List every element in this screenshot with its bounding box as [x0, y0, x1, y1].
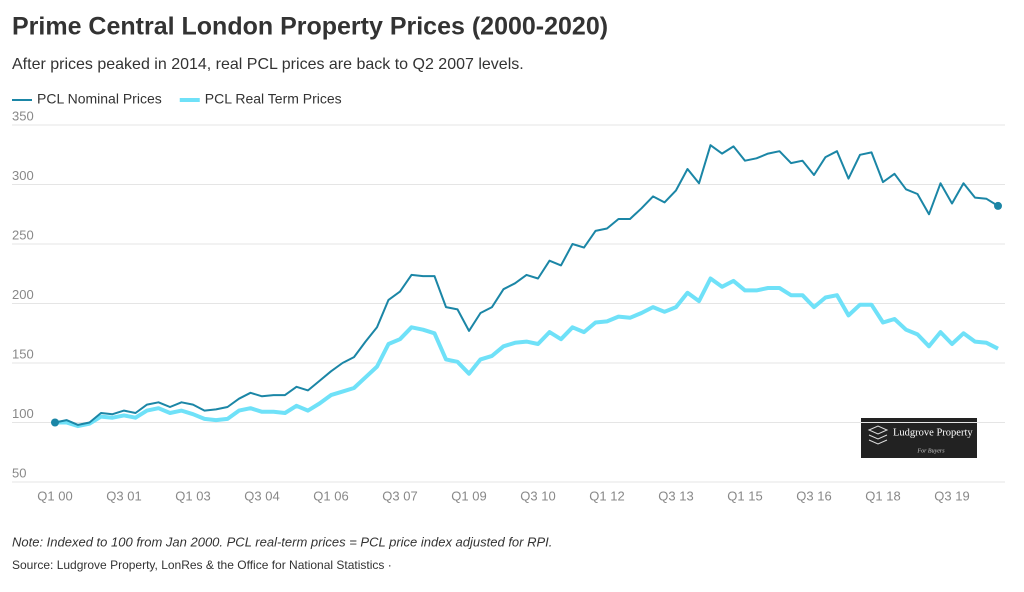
series-line: [55, 276, 999, 429]
end-dot: [994, 201, 1002, 210]
start-dot: [51, 418, 59, 427]
y-tick-label: 250: [12, 227, 34, 242]
x-tick-label: Q1 06: [313, 488, 348, 503]
x-tick-label: Q3 01: [106, 488, 141, 503]
x-tick-label: Q1 12: [589, 488, 624, 503]
y-tick-label: 100: [12, 406, 34, 421]
legend-label: PCL Real Term Prices: [205, 91, 342, 107]
x-tick-label: Q3 10: [520, 488, 555, 503]
x-tick-label: Q3 07: [382, 488, 417, 503]
x-tick-label: Q1 18: [865, 488, 900, 503]
note: Note: Indexed to 100 from Jan 2000. PCL …: [12, 534, 552, 549]
x-tick-label: Q3 13: [658, 488, 693, 503]
logo: Ludgrove Property For Buyers: [861, 418, 977, 458]
y-tick-label: 350: [12, 108, 34, 123]
x-tick-label: Q1 00: [37, 488, 72, 503]
x-tick-label: Q3 16: [796, 488, 831, 503]
chart-title: Prime Central London Property Prices (20…: [12, 13, 608, 41]
x-tick-label: Q3 04: [244, 488, 279, 503]
y-tick-label: 50: [12, 465, 26, 480]
y-tick-label: 200: [12, 287, 34, 302]
logo-tagline: For Buyers: [916, 448, 945, 454]
x-tick-label: Q1 15: [727, 488, 762, 503]
legend-label: PCL Nominal Prices: [37, 91, 162, 107]
y-tick-label: 300: [12, 168, 34, 183]
x-tick-label: Q3 19: [934, 488, 969, 503]
logo-icon: [867, 425, 889, 445]
subtitle: After prices peaked in 2014, real PCL pr…: [12, 56, 524, 73]
y-tick-label: 150: [12, 346, 34, 361]
source: Source: Ludgrove Property, LonRes & the …: [12, 558, 392, 572]
series-line: [54, 144, 999, 426]
logo-name: Ludgrove Property: [893, 427, 973, 438]
x-tick-label: Q1 03: [175, 488, 210, 503]
x-tick-label: Q1 09: [451, 488, 486, 503]
